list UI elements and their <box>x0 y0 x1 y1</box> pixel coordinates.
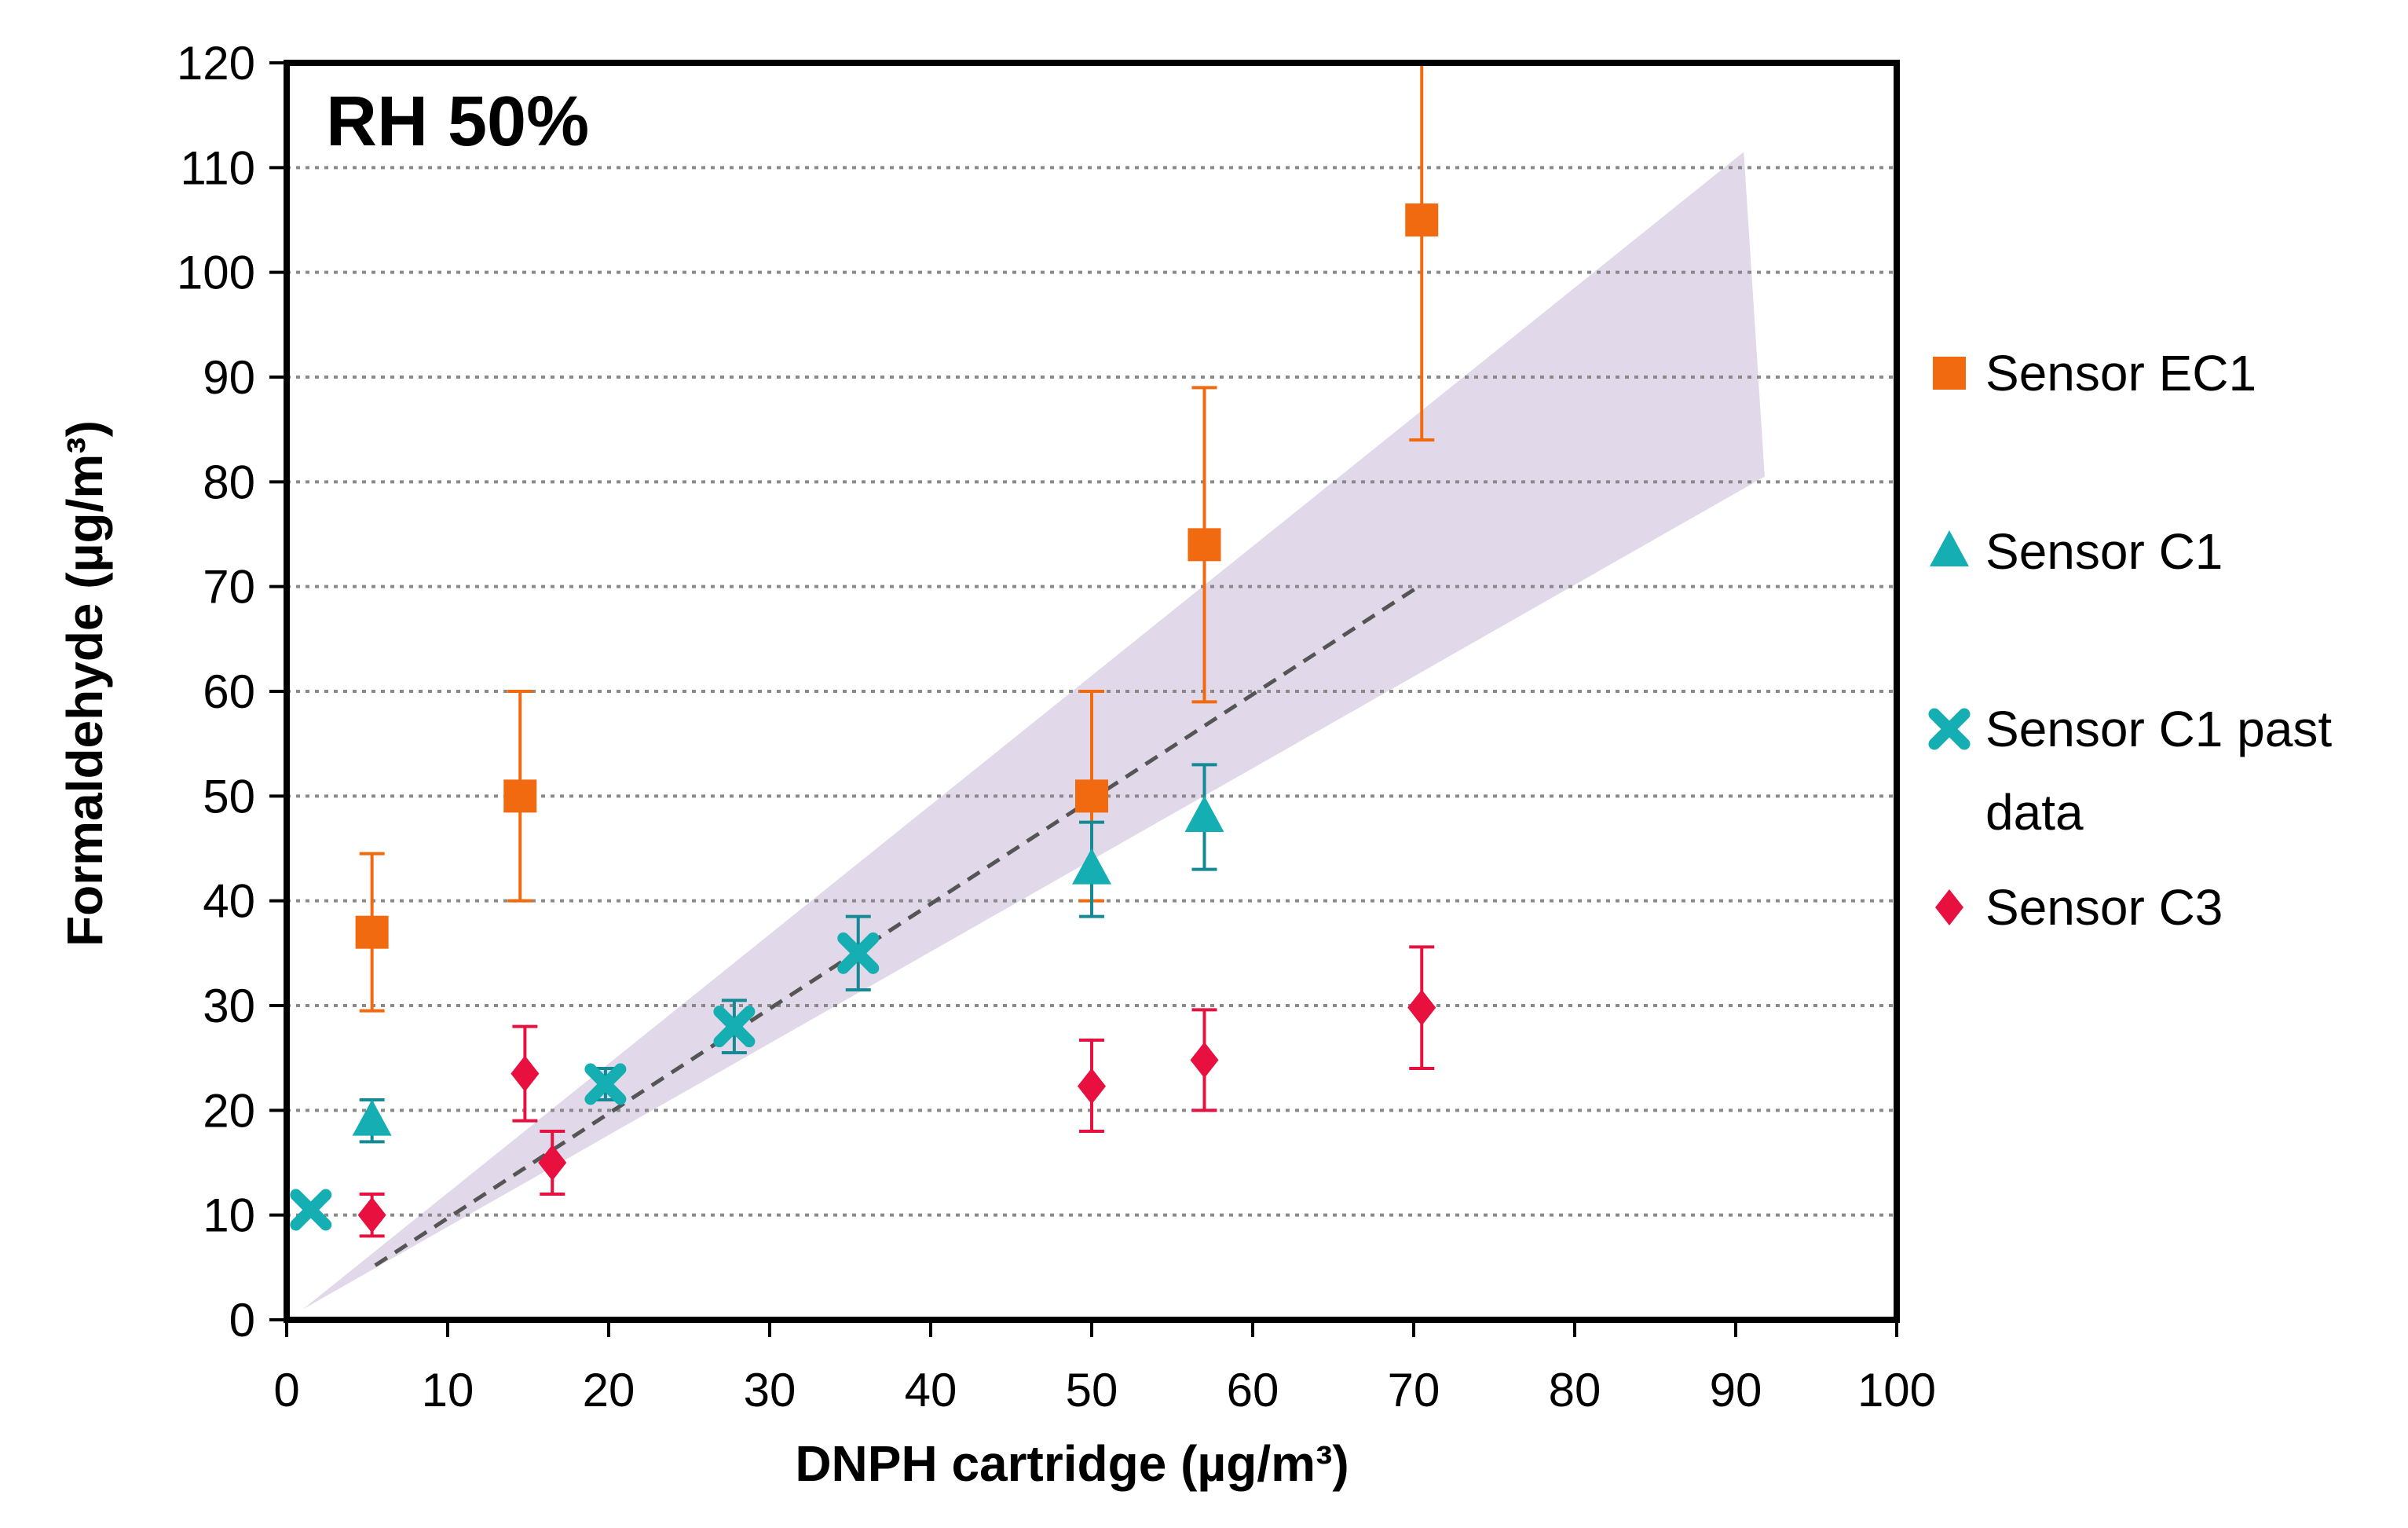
legend-marker-sensor-c3 <box>1935 889 1963 925</box>
x-tick-label-20: 20 <box>583 1364 635 1416</box>
sensor-ec1-point-4 <box>1405 203 1439 236</box>
x-tick-label-50: 50 <box>1066 1364 1118 1416</box>
legend-marker-sensor-c1-past-data-stroke-b <box>1928 708 1971 750</box>
confidence-band-layer <box>302 152 1765 1310</box>
y-tick-label-60: 60 <box>203 665 255 718</box>
legend: Sensor EC1 Sensor C1 Sensor C1 past data Sen… <box>1928 345 2332 936</box>
sensor-c1-past-data-point-0-stroke-b <box>290 1189 332 1231</box>
legend-marker-sensor-c1-past-data <box>1928 708 1971 750</box>
chart-annotation: RH 50% <box>326 82 589 161</box>
legend-label-sensor-c3: Sensor C3 <box>1985 879 2223 936</box>
sensor-ec1-point-2 <box>1075 779 1108 813</box>
sensor-c1-past-data-point-3-stroke-b <box>837 932 880 974</box>
x-tick-label-10: 10 <box>422 1364 474 1416</box>
axis-ticks: 0 10 20 30 40 50 60 70 80 90 100 0 10 20 30 40 50 60 70 80 9… <box>177 37 1936 1416</box>
y-tick-label-80: 80 <box>203 456 255 508</box>
y-axis-title: Formaldehyde (µg/m³) <box>57 420 113 947</box>
sensor-c3-point-3 <box>1078 1068 1106 1105</box>
y-tick-label-120: 120 <box>177 37 255 90</box>
sensor-ec1-point-0 <box>355 915 389 949</box>
sensor-ec1-point-1 <box>503 779 537 813</box>
y-tick-label-10: 10 <box>203 1189 255 1242</box>
sensor-c1-past-data-point-3 <box>837 932 880 974</box>
sensor-c1-past-data-point-1-stroke-b <box>584 1063 627 1105</box>
sensor-c3-point-2 <box>538 1145 567 1181</box>
x-tick-label-100: 100 <box>1857 1364 1936 1416</box>
y-tick-label-100: 100 <box>177 247 255 299</box>
y-tick-label-20: 20 <box>203 1084 255 1137</box>
x-tick-label-30: 30 <box>744 1364 796 1416</box>
x-axis-title: DNPH cartridge (µg/m³) <box>795 1435 1349 1492</box>
sensor-c1-past-data-point-1 <box>584 1063 627 1105</box>
sensor-c1-past-data-point-2-stroke-b <box>713 1006 756 1048</box>
x-tick-label-80: 80 <box>1549 1364 1601 1416</box>
legend-label-sensor-c1-past-data: Sensor C1 past <box>1985 701 2332 757</box>
x-tick-label-90: 90 <box>1710 1364 1762 1416</box>
legend-label-sensor-ec1: Sensor EC1 <box>1985 345 2256 401</box>
sensor-c3-point-1 <box>511 1055 540 1092</box>
y-tick-label-110: 110 <box>180 141 255 194</box>
x-tick-label-40: 40 <box>905 1364 957 1416</box>
data-markers <box>290 203 1439 1233</box>
sensor-c1-point-0 <box>352 1099 392 1136</box>
sensor-c1-point-1 <box>1072 848 1111 885</box>
sensor-c1-point-2 <box>1184 796 1224 832</box>
y-tick-label-30: 30 <box>203 980 255 1032</box>
trend-line-layer <box>374 582 1423 1267</box>
y-tick-label-0: 0 <box>229 1294 255 1347</box>
sensor-c1-past-data-point-2 <box>713 1006 756 1048</box>
y-tick-label-40: 40 <box>203 875 255 928</box>
legend-marker-sensor-ec1 <box>1933 357 1966 390</box>
y-tick-label-50: 50 <box>203 770 255 823</box>
sensor-c3-point-0 <box>357 1196 386 1233</box>
legend-label-sensor-c1: Sensor C1 <box>1985 523 2223 580</box>
confidence-band <box>302 152 1765 1310</box>
sensor-c3-point-4 <box>1190 1042 1219 1079</box>
sensor-c3-point-5 <box>1407 989 1436 1026</box>
x-tick-label-60: 60 <box>1227 1364 1279 1416</box>
y-tick-label-70: 70 <box>203 561 255 614</box>
x-tick-label-0: 0 <box>273 1364 299 1416</box>
trend-line <box>374 582 1423 1267</box>
y-tick-label-90: 90 <box>203 351 255 404</box>
sensor-ec1-point-3 <box>1188 528 1221 562</box>
x-tick-label-70: 70 <box>1388 1364 1440 1416</box>
legend-label-sensor-c1-past-data-line2: data <box>1985 784 2084 841</box>
legend-marker-sensor-c1 <box>1930 530 1969 566</box>
sensor-c1-past-data-point-0 <box>290 1189 332 1231</box>
